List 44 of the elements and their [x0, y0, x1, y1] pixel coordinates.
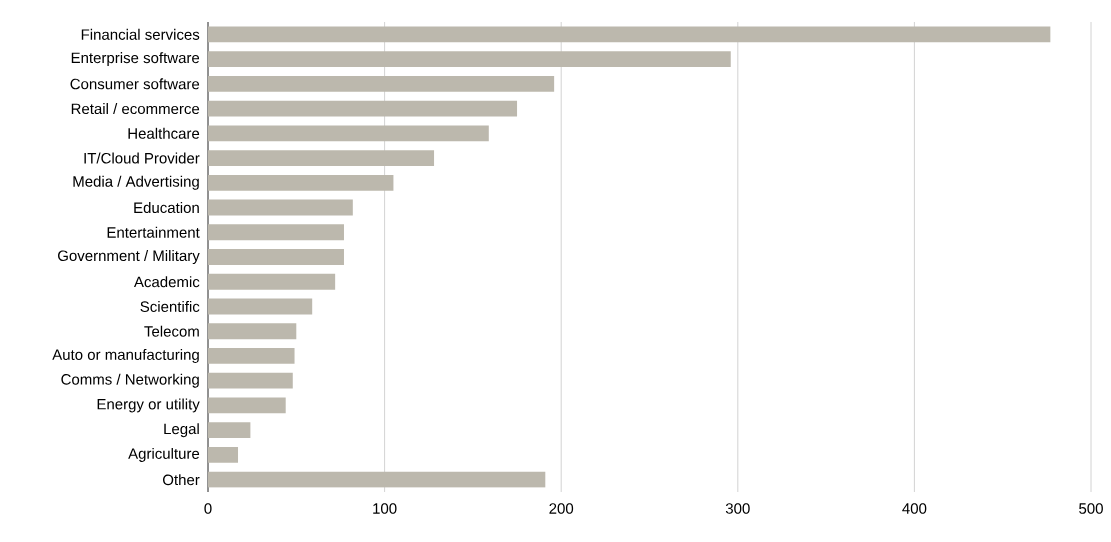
y-tick-label: Comms / Networking — [61, 373, 199, 388]
y-tick-label: Enterprise software — [71, 52, 200, 67]
x-tick-label: 0 — [204, 503, 212, 514]
y-tick-label: Media / Advertising — [73, 175, 199, 190]
bar — [208, 471, 546, 488]
bar — [208, 174, 394, 191]
bar — [208, 26, 1051, 43]
x-tick-label: 100 — [373, 503, 397, 514]
y-tick-label: Consumer software — [70, 78, 200, 90]
bar — [208, 446, 239, 463]
bar — [208, 199, 353, 216]
y-tick-label: Retail / ecommerce — [71, 103, 200, 115]
x-tick-label: 200 — [549, 503, 574, 514]
y-tick-label: Financial services — [81, 28, 200, 40]
bar — [208, 348, 295, 364]
bar — [208, 323, 297, 340]
bar — [208, 224, 344, 241]
bar — [208, 372, 293, 389]
bar — [208, 150, 435, 166]
y-tick-label: IT/Cloud Provider — [84, 152, 200, 164]
x-tick-label: 400 — [902, 503, 927, 514]
bar — [208, 100, 518, 117]
bar — [208, 397, 286, 414]
y-tick-label: Healthcare — [128, 127, 200, 139]
y-tick-label: Energy or utility — [97, 398, 200, 413]
bar — [208, 249, 344, 265]
y-tick-label: Scientific — [140, 300, 200, 312]
y-tick-label: Entertainment — [107, 226, 200, 238]
y-tick-label: Education — [134, 202, 199, 214]
y-tick-label: Academic — [133, 276, 200, 288]
y-tick-label: Auto or manufacturing — [52, 348, 199, 363]
bar — [208, 273, 336, 290]
bar — [208, 422, 251, 439]
bar — [208, 75, 555, 92]
y-tick-label: Government / Military — [58, 250, 200, 264]
y-tick-label: Telecom — [144, 325, 199, 337]
y-tick-label: Legal — [164, 423, 199, 438]
y-tick-label: Agriculture — [128, 447, 200, 462]
bar — [208, 298, 313, 315]
bar — [208, 125, 489, 142]
x-tick-label: 300 — [725, 503, 750, 514]
x-tick-label: 500 — [1079, 503, 1103, 514]
y-tick-label: Other — [162, 474, 200, 486]
bar — [208, 51, 731, 68]
